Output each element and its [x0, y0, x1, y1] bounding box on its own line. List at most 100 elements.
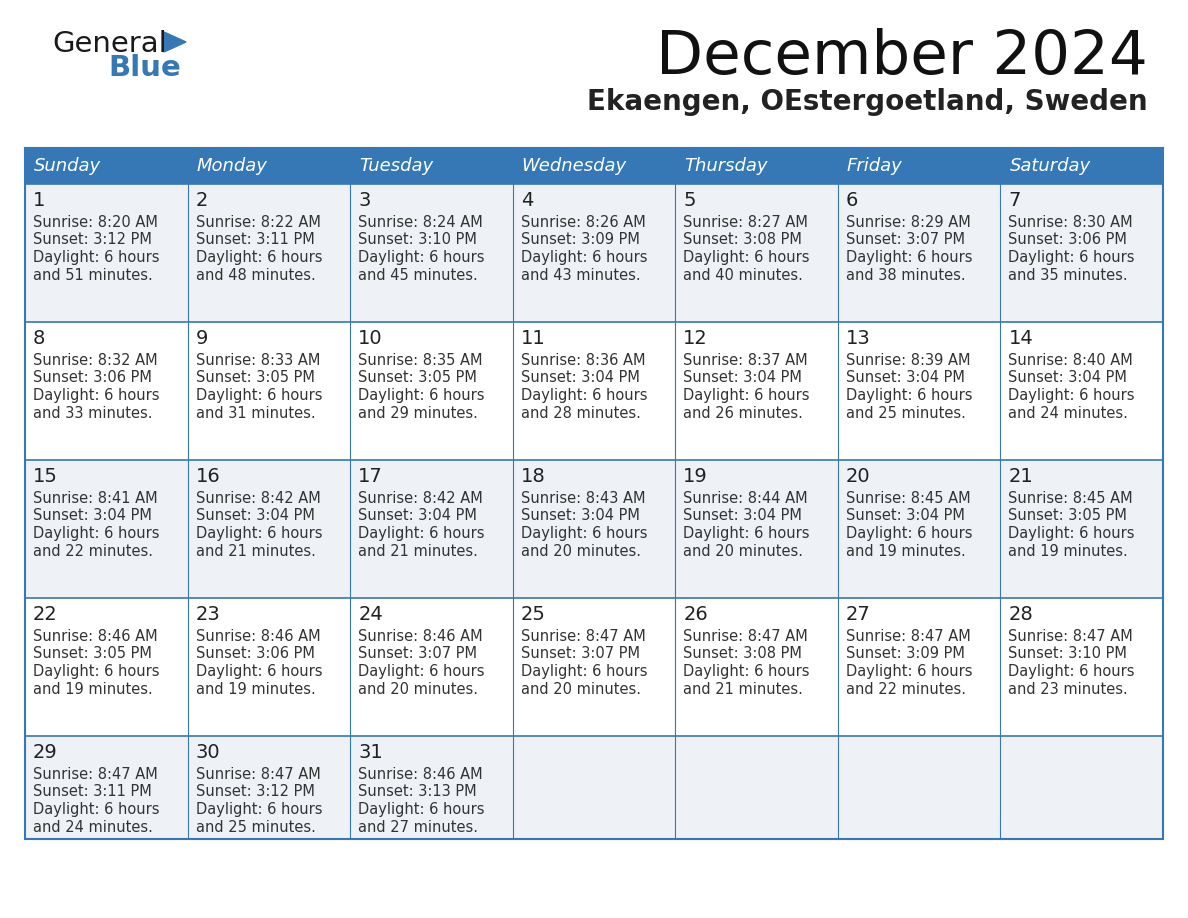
Text: 16: 16: [196, 467, 220, 486]
Text: Sunrise: 8:42 AM: Sunrise: 8:42 AM: [196, 491, 321, 506]
Text: Sunrise: 8:46 AM: Sunrise: 8:46 AM: [358, 629, 482, 644]
Text: and 21 minutes.: and 21 minutes.: [196, 543, 316, 558]
Text: Daylight: 6 hours: Daylight: 6 hours: [33, 388, 159, 403]
Text: Sunset: 3:05 PM: Sunset: 3:05 PM: [1009, 509, 1127, 523]
Text: 26: 26: [683, 605, 708, 624]
Text: Daylight: 6 hours: Daylight: 6 hours: [846, 526, 972, 541]
Text: Sunset: 3:04 PM: Sunset: 3:04 PM: [520, 509, 639, 523]
Text: 18: 18: [520, 467, 545, 486]
Text: Sunrise: 8:41 AM: Sunrise: 8:41 AM: [33, 491, 158, 506]
Text: 22: 22: [33, 605, 58, 624]
Text: Sunrise: 8:26 AM: Sunrise: 8:26 AM: [520, 215, 645, 230]
Text: Daylight: 6 hours: Daylight: 6 hours: [358, 802, 485, 817]
Text: Sunset: 3:07 PM: Sunset: 3:07 PM: [846, 232, 965, 248]
Text: 23: 23: [196, 605, 220, 624]
Text: Daylight: 6 hours: Daylight: 6 hours: [33, 664, 159, 679]
Text: and 25 minutes.: and 25 minutes.: [846, 406, 966, 420]
Text: and 20 minutes.: and 20 minutes.: [358, 681, 478, 697]
Text: and 19 minutes.: and 19 minutes.: [33, 681, 153, 697]
Text: Daylight: 6 hours: Daylight: 6 hours: [196, 664, 322, 679]
Text: Sunset: 3:11 PM: Sunset: 3:11 PM: [33, 785, 152, 800]
Text: Daylight: 6 hours: Daylight: 6 hours: [33, 250, 159, 265]
Text: Monday: Monday: [196, 157, 267, 175]
Text: 20: 20: [846, 467, 871, 486]
Text: 31: 31: [358, 743, 383, 762]
Text: 6: 6: [846, 191, 858, 210]
Bar: [25, 736, 1163, 839]
Text: 13: 13: [846, 329, 871, 348]
Text: and 51 minutes.: and 51 minutes.: [33, 267, 153, 283]
Text: Daylight: 6 hours: Daylight: 6 hours: [683, 664, 810, 679]
Text: and 26 minutes.: and 26 minutes.: [683, 406, 803, 420]
Text: Daylight: 6 hours: Daylight: 6 hours: [33, 802, 159, 817]
Text: Sunrise: 8:47 AM: Sunrise: 8:47 AM: [683, 629, 808, 644]
Text: 21: 21: [1009, 467, 1034, 486]
Text: 12: 12: [683, 329, 708, 348]
Text: and 27 minutes.: and 27 minutes.: [358, 820, 478, 834]
Text: General: General: [52, 30, 166, 58]
Text: Sunset: 3:04 PM: Sunset: 3:04 PM: [358, 509, 478, 523]
Text: Sunrise: 8:36 AM: Sunrise: 8:36 AM: [520, 353, 645, 368]
Text: Daylight: 6 hours: Daylight: 6 hours: [683, 388, 810, 403]
Text: Sunset: 3:08 PM: Sunset: 3:08 PM: [683, 232, 802, 248]
Text: 2: 2: [196, 191, 208, 210]
Text: and 22 minutes.: and 22 minutes.: [846, 681, 966, 697]
Text: 5: 5: [683, 191, 696, 210]
Bar: [25, 184, 1163, 322]
Text: Daylight: 6 hours: Daylight: 6 hours: [196, 250, 322, 265]
Text: Sunset: 3:08 PM: Sunset: 3:08 PM: [683, 646, 802, 662]
Text: Sunset: 3:04 PM: Sunset: 3:04 PM: [846, 371, 965, 386]
Text: 9: 9: [196, 329, 208, 348]
Text: 4: 4: [520, 191, 533, 210]
Text: Sunrise: 8:43 AM: Sunrise: 8:43 AM: [520, 491, 645, 506]
Text: Sunset: 3:11 PM: Sunset: 3:11 PM: [196, 232, 315, 248]
Text: Sunrise: 8:46 AM: Sunrise: 8:46 AM: [196, 629, 321, 644]
Text: Daylight: 6 hours: Daylight: 6 hours: [1009, 388, 1135, 403]
Text: Sunset: 3:04 PM: Sunset: 3:04 PM: [683, 509, 802, 523]
Text: and 21 minutes.: and 21 minutes.: [683, 681, 803, 697]
Text: and 19 minutes.: and 19 minutes.: [846, 543, 966, 558]
Text: Sunrise: 8:22 AM: Sunrise: 8:22 AM: [196, 215, 321, 230]
Text: Sunset: 3:05 PM: Sunset: 3:05 PM: [33, 646, 152, 662]
Text: 15: 15: [33, 467, 58, 486]
Text: Sunrise: 8:37 AM: Sunrise: 8:37 AM: [683, 353, 808, 368]
Text: Sunset: 3:12 PM: Sunset: 3:12 PM: [33, 232, 152, 248]
Text: 7: 7: [1009, 191, 1020, 210]
Text: Ekaengen, OEstergoetland, Sweden: Ekaengen, OEstergoetland, Sweden: [587, 88, 1148, 116]
Text: Sunrise: 8:40 AM: Sunrise: 8:40 AM: [1009, 353, 1133, 368]
Text: and 25 minutes.: and 25 minutes.: [196, 820, 316, 834]
Text: Saturday: Saturday: [1010, 157, 1091, 175]
Text: Sunrise: 8:27 AM: Sunrise: 8:27 AM: [683, 215, 808, 230]
Bar: [25, 460, 1163, 598]
Text: Daylight: 6 hours: Daylight: 6 hours: [33, 526, 159, 541]
Text: Daylight: 6 hours: Daylight: 6 hours: [196, 526, 322, 541]
Text: and 24 minutes.: and 24 minutes.: [1009, 406, 1129, 420]
Text: 28: 28: [1009, 605, 1034, 624]
Text: 11: 11: [520, 329, 545, 348]
Text: Sunset: 3:04 PM: Sunset: 3:04 PM: [520, 371, 639, 386]
Text: and 23 minutes.: and 23 minutes.: [1009, 681, 1129, 697]
Text: 10: 10: [358, 329, 383, 348]
Text: Daylight: 6 hours: Daylight: 6 hours: [196, 388, 322, 403]
Text: 25: 25: [520, 605, 545, 624]
Text: and 48 minutes.: and 48 minutes.: [196, 267, 315, 283]
Text: December 2024: December 2024: [656, 28, 1148, 87]
Text: 17: 17: [358, 467, 383, 486]
Text: and 38 minutes.: and 38 minutes.: [846, 267, 966, 283]
Text: 8: 8: [33, 329, 45, 348]
Text: Daylight: 6 hours: Daylight: 6 hours: [358, 526, 485, 541]
Text: Daylight: 6 hours: Daylight: 6 hours: [358, 250, 485, 265]
Bar: [25, 148, 1163, 184]
Text: Sunrise: 8:20 AM: Sunrise: 8:20 AM: [33, 215, 158, 230]
Text: and 28 minutes.: and 28 minutes.: [520, 406, 640, 420]
Text: Sunrise: 8:47 AM: Sunrise: 8:47 AM: [33, 767, 158, 782]
Text: Sunset: 3:04 PM: Sunset: 3:04 PM: [1009, 371, 1127, 386]
Text: Sunrise: 8:47 AM: Sunrise: 8:47 AM: [1009, 629, 1133, 644]
Text: Sunset: 3:13 PM: Sunset: 3:13 PM: [358, 785, 476, 800]
Text: Daylight: 6 hours: Daylight: 6 hours: [520, 250, 647, 265]
Text: Sunset: 3:06 PM: Sunset: 3:06 PM: [33, 371, 152, 386]
Text: 1: 1: [33, 191, 45, 210]
Text: and 33 minutes.: and 33 minutes.: [33, 406, 152, 420]
Text: Sunrise: 8:33 AM: Sunrise: 8:33 AM: [196, 353, 320, 368]
Bar: [25, 322, 1163, 460]
